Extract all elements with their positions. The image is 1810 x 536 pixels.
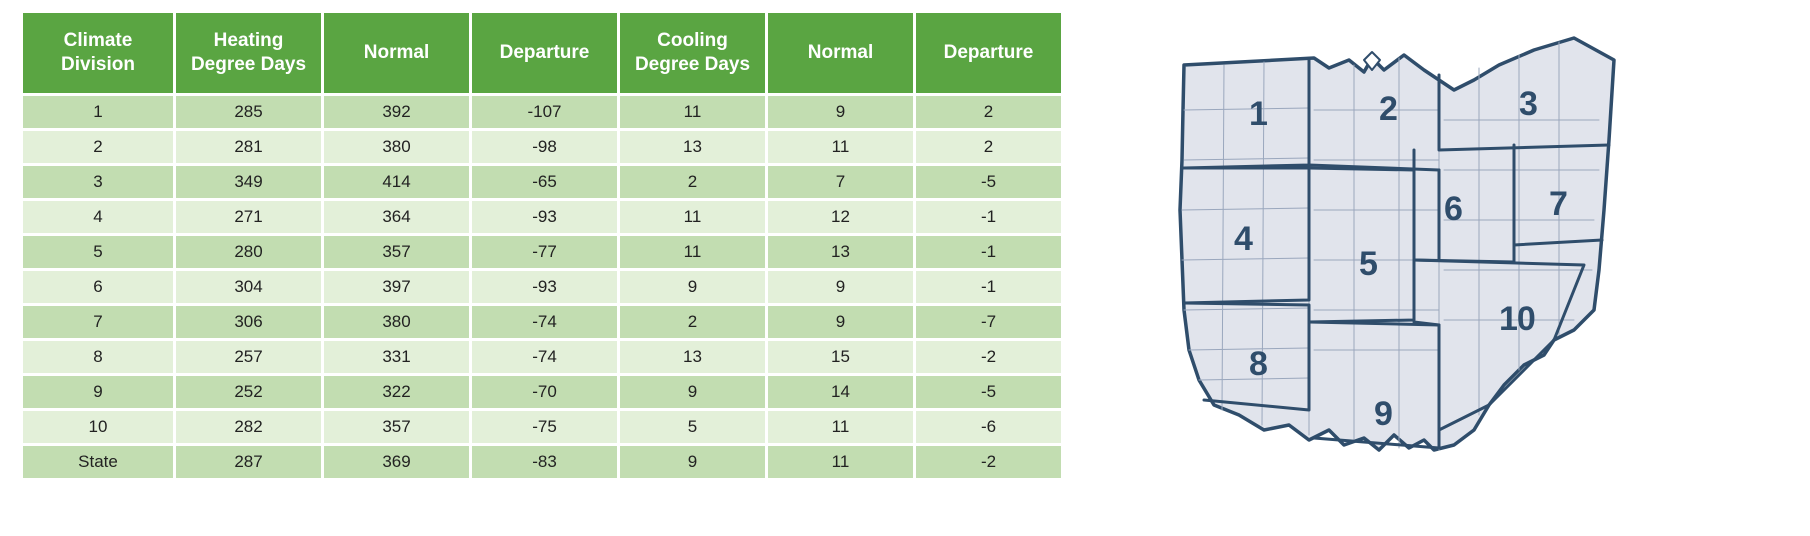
table-cell: 392 xyxy=(324,96,469,128)
ohio-divisions-map: 12345678910 xyxy=(1154,10,1654,490)
table-cell: 10 xyxy=(23,411,173,443)
table-cell: -2 xyxy=(916,341,1061,373)
col-header-4: Cooling Degree Days xyxy=(620,13,765,93)
table-row: 10282357-75511-6 xyxy=(23,411,1061,443)
table-cell: 364 xyxy=(324,201,469,233)
table-cell: -2 xyxy=(916,446,1061,478)
table-row: 4271364-931112-1 xyxy=(23,201,1061,233)
table-row: State287369-83911-2 xyxy=(23,446,1061,478)
table-row: 5280357-771113-1 xyxy=(23,236,1061,268)
table-cell: -1 xyxy=(916,271,1061,303)
table-cell: -5 xyxy=(916,376,1061,408)
table-cell: -65 xyxy=(472,166,617,198)
table-cell: -7 xyxy=(916,306,1061,338)
table-cell: 252 xyxy=(176,376,321,408)
climate-table: Climate DivisionHeating Degree DaysNorma… xyxy=(20,10,1064,481)
table-cell: 2 xyxy=(620,306,765,338)
table-cell: 357 xyxy=(324,411,469,443)
table-cell: 285 xyxy=(176,96,321,128)
table-cell: 11 xyxy=(768,411,913,443)
table-cell: 15 xyxy=(768,341,913,373)
col-header-2: Normal xyxy=(324,13,469,93)
table-cell: -6 xyxy=(916,411,1061,443)
col-header-1: Heating Degree Days xyxy=(176,13,321,93)
table-row: 9252322-70914-5 xyxy=(23,376,1061,408)
table-cell: 287 xyxy=(176,446,321,478)
table-cell: -74 xyxy=(472,341,617,373)
col-header-0: Climate Division xyxy=(23,13,173,93)
table-row: 6304397-9399-1 xyxy=(23,271,1061,303)
table-cell: 8 xyxy=(23,341,173,373)
table-cell: -107 xyxy=(472,96,617,128)
table-cell: 280 xyxy=(176,236,321,268)
table-cell: 9 xyxy=(768,306,913,338)
table-cell: 271 xyxy=(176,201,321,233)
table-cell: State xyxy=(23,446,173,478)
table-cell: -1 xyxy=(916,201,1061,233)
table-cell: 11 xyxy=(768,446,913,478)
table-cell: 4 xyxy=(23,201,173,233)
table-cell: 9 xyxy=(23,376,173,408)
table-cell: 281 xyxy=(176,131,321,163)
table-cell: -74 xyxy=(472,306,617,338)
table-cell: 11 xyxy=(768,131,913,163)
table-cell: -1 xyxy=(916,236,1061,268)
table-cell: 6 xyxy=(23,271,173,303)
table-cell: 9 xyxy=(620,376,765,408)
table-cell: -70 xyxy=(472,376,617,408)
table-cell: 357 xyxy=(324,236,469,268)
table-cell: 7 xyxy=(23,306,173,338)
table-cell: 11 xyxy=(620,201,765,233)
table-cell: 304 xyxy=(176,271,321,303)
table-cell: -77 xyxy=(472,236,617,268)
table-cell: 380 xyxy=(324,131,469,163)
col-header-3: Departure xyxy=(472,13,617,93)
table-row: 1285392-1071192 xyxy=(23,96,1061,128)
col-header-6: Departure xyxy=(916,13,1061,93)
table-cell: 3 xyxy=(23,166,173,198)
table-row: 2281380-9813112 xyxy=(23,131,1061,163)
table-cell: 14 xyxy=(768,376,913,408)
table-cell: -5 xyxy=(916,166,1061,198)
table-row: 7306380-7429-7 xyxy=(23,306,1061,338)
table-cell: 7 xyxy=(768,166,913,198)
table-cell: 9 xyxy=(620,271,765,303)
table-cell: 414 xyxy=(324,166,469,198)
table-cell: 5 xyxy=(620,411,765,443)
table-cell: 9 xyxy=(768,271,913,303)
table-cell: -83 xyxy=(472,446,617,478)
table-cell: 11 xyxy=(620,236,765,268)
table-cell: 13 xyxy=(768,236,913,268)
table-row: 3349414-6527-5 xyxy=(23,166,1061,198)
table-cell: 331 xyxy=(324,341,469,373)
table-row: 8257331-741315-2 xyxy=(23,341,1061,373)
col-header-5: Normal xyxy=(768,13,913,93)
table-cell: 349 xyxy=(176,166,321,198)
table-cell: 9 xyxy=(768,96,913,128)
table-cell: 282 xyxy=(176,411,321,443)
table-cell: -93 xyxy=(472,201,617,233)
table-cell: 9 xyxy=(620,446,765,478)
table-cell: 2 xyxy=(916,96,1061,128)
table-cell: 2 xyxy=(620,166,765,198)
table-cell: 397 xyxy=(324,271,469,303)
table-cell: 1 xyxy=(23,96,173,128)
table-cell: 380 xyxy=(324,306,469,338)
table-cell: 257 xyxy=(176,341,321,373)
table-cell: 13 xyxy=(620,341,765,373)
table-cell: 13 xyxy=(620,131,765,163)
table-cell: 2 xyxy=(916,131,1061,163)
table-cell: 2 xyxy=(23,131,173,163)
table-cell: 5 xyxy=(23,236,173,268)
table-cell: 306 xyxy=(176,306,321,338)
table-cell: 11 xyxy=(620,96,765,128)
table-cell: 322 xyxy=(324,376,469,408)
table-cell: 369 xyxy=(324,446,469,478)
table-cell: -98 xyxy=(472,131,617,163)
table-cell: -75 xyxy=(472,411,617,443)
table-cell: 12 xyxy=(768,201,913,233)
table-cell: -93 xyxy=(472,271,617,303)
